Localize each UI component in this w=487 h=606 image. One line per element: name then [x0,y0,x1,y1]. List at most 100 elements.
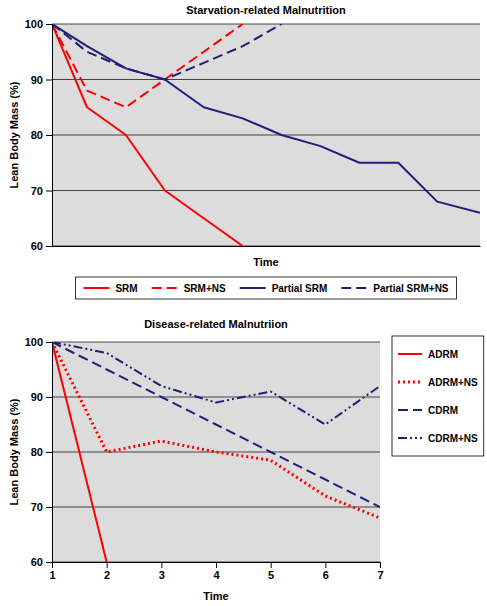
tick-label: 5 [268,569,274,581]
tick-label: 90 [31,74,43,86]
tick: 5 [268,562,274,581]
legend-swatch [398,353,422,355]
grid [52,342,380,562]
y-axis-title: Lean Body Mass (%) [8,81,20,188]
legend-label: SRM [115,283,137,294]
chart: 60 70 80 90 100 Starvation-related Malnutriti… [8,4,481,299]
legend-item: ADRM [398,349,458,360]
tick: 100 [25,18,52,30]
legend: SRM SRM+NS Partial SRM Partial SRM+NS [75,277,456,299]
tick: 90 [31,391,52,403]
series-line [52,342,380,507]
tick-label: 7 [377,569,383,581]
tick-mark [325,562,326,568]
tick-label: 100 [25,336,43,348]
tick-label: 90 [31,391,43,403]
grid-line [52,246,480,247]
legend-box [75,277,456,299]
legend-item: CDRM [398,405,458,416]
grid [52,24,480,246]
x-axis-title: Time [253,256,278,268]
tick: 70 [31,501,52,513]
tick-mark [46,80,52,81]
tick-label: 80 [31,446,43,458]
grid-line [52,342,380,343]
y-axis: 60 70 80 90 100 [25,18,53,252]
legend-label: ADRM+NS [428,377,478,388]
tick-mark [52,562,53,568]
legend-swatch [398,381,422,384]
legend-swatch [83,287,109,289]
tick-mark [46,507,52,508]
axis-line [52,25,53,247]
tick-mark [46,342,52,343]
tick: 2 [104,562,110,581]
chart-title: Disease-related Malnutriion [144,318,288,330]
plot-area [52,24,480,246]
tick-label: 60 [31,240,43,252]
legend-item: Partial SRM+NS [341,283,449,294]
tick-label: 1 [49,569,55,581]
legend-item: Partial SRM [240,283,328,294]
legend-label: Partial SRM [272,283,328,294]
legend-box [392,336,484,456]
y-axis: 60 70 80 90 100 [25,336,53,568]
grid-line [52,452,380,453]
legend-swatch [398,409,422,411]
legend-swatch [398,437,422,439]
legend-label: SRM+NS [184,283,226,294]
legend: ADRM ADRM+NS CDRM CDRM+NS [392,336,484,456]
series-line [52,342,380,425]
legend-swatch [152,287,178,289]
series-line [52,24,243,246]
legend-item: SRM [83,283,137,294]
tick-label: 70 [31,501,43,513]
tick-mark [271,562,272,568]
tick: 100 [25,336,52,348]
tick: 80 [31,129,52,141]
plot-background [52,24,480,246]
tick-label: 60 [31,556,43,568]
series-line [52,342,107,562]
tick-label: 4 [213,569,220,581]
x-axis [53,246,481,247]
axis-line [52,343,53,563]
grid-line [52,397,380,398]
page: 60 70 80 90 100 Starvation-related Malnutriti… [0,0,487,606]
tick-mark [161,562,162,568]
tick: 90 [31,74,52,86]
series-line [52,342,380,518]
tick: 60 [31,556,52,568]
tick: 80 [31,446,52,458]
legend-item: SRM+NS [152,283,226,294]
legend-label: CDRM [428,405,458,416]
chart: 60 70 80 90 100 1 2 3 4 5 6 7 Disease-related Malnut… [8,318,484,602]
legend-swatch [240,287,266,289]
tick-label: 2 [104,569,110,581]
tick: 1 [49,562,55,581]
legend-swatch [341,287,367,289]
x-axis: 1 2 3 4 5 6 7 [49,562,383,581]
legend-item: ADRM+NS [398,377,478,388]
plot-area [52,342,380,562]
axis-line [53,246,481,247]
tick-mark [107,562,108,568]
tick-mark [46,452,52,453]
chart-title: Starvation-related Malnutrition [186,4,346,16]
tick-mark [46,191,52,192]
plot-background [52,342,380,562]
tick-label: 70 [31,185,43,197]
tick-label: 3 [159,569,165,581]
tick-mark [380,562,381,568]
grid-line [52,190,480,191]
series-line [52,24,243,107]
series-line [52,24,282,80]
tick-mark [46,246,52,247]
tick-mark [46,397,52,398]
tick: 4 [213,562,220,581]
grid-line [52,24,480,25]
tick: 70 [31,185,52,197]
legend-label: CDRM+NS [428,433,478,444]
legend-label: ADRM [428,349,458,360]
tick-label: 6 [323,569,329,581]
